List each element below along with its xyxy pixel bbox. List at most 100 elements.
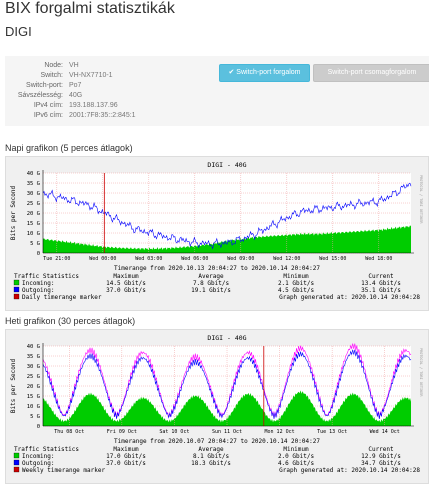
y-tick-label: 5 G: [30, 241, 40, 247]
y-tick-label: 10 G: [27, 231, 40, 237]
x-tick-label: Wed 18:00: [365, 256, 392, 262]
switch-port-packet-label: Switch-port csomagforgalom: [327, 69, 417, 76]
col-current: Current: [368, 446, 394, 453]
y-tick-label: 0: [37, 251, 40, 257]
info-label: Node:: [44, 62, 63, 69]
y-axis-label: Bits per Second: [10, 359, 17, 414]
outgoing-max: 37.0 Gbit/s: [106, 287, 146, 294]
side-label: PROTOCOL / TOBI OETIKER: [419, 348, 423, 397]
daily-graph-svg: DIGI - 40G Bits per Second PROTOCOL / TOBI…: [10, 161, 423, 301]
incoming-cur: 12.9 Gbit/s: [361, 453, 401, 460]
info-value: VH-NX7710-1: [69, 72, 113, 79]
info-label: Sávszélesség:: [17, 92, 63, 99]
y-tick-label: 20 G: [27, 211, 40, 217]
timerange-text: Timerange from 2020.10.07 20:04:27 to 20…: [114, 438, 320, 445]
outgoing-legend-swatch: [13, 459, 20, 466]
incoming-max: 14.5 Gbit/s: [106, 280, 146, 287]
outgoing-max: 37.0 Gbit/s: [106, 460, 146, 467]
y-tick-label: 15 G: [27, 221, 40, 227]
info-label: Switch:: [40, 72, 63, 79]
marker-legend-swatch: [13, 293, 20, 300]
outgoing-avg: 18.3 Gbit/s: [191, 460, 231, 467]
switch-port-traffic-label: Switch-port forgalom: [236, 69, 301, 76]
daily-graph: DIGI - 40G Bits per Second PROTOCOL / TOBI…: [5, 156, 429, 311]
graph-title: DIGI - 40G: [207, 334, 246, 342]
x-tick-label: Wed 14 Oct: [370, 429, 400, 435]
info-panel: Node: VH Switch: VH-NX7710-1 Switch-port: Po7…: [5, 56, 429, 126]
col-average: Average: [198, 446, 224, 453]
col-maximum: Maximum: [113, 446, 139, 453]
y-tick-label: 30 G: [27, 191, 40, 197]
x-tick-label: Sun 11 Oct: [212, 429, 242, 435]
generated-text: Graph generated at: 2020.10.14 20:04:28: [279, 294, 420, 301]
outgoing-legend-swatch: [13, 286, 20, 293]
y-tick-label: 25 G: [27, 201, 40, 207]
outgoing-min: 4.5 Gbit/s: [278, 287, 315, 294]
x-tick-label: Tue 13 Oct: [317, 429, 347, 435]
x-tick-label: Wed 06:00: [181, 256, 208, 262]
x-tick-label: Wed 00:00: [89, 256, 116, 262]
y-tick-label: 0: [37, 424, 40, 430]
col-current: Current: [368, 273, 394, 280]
incoming-max: 17.0 Gbit/s: [106, 453, 146, 460]
info-value: 2001:7F8:35::2:845:1: [69, 112, 136, 119]
y-tick-label: 5 G: [30, 414, 40, 420]
col-minimum: Minimum: [283, 446, 309, 453]
y-tick-label: 15 G: [27, 394, 40, 400]
col-minimum: Minimum: [283, 273, 309, 280]
outgoing-cur: 34.7 Gbit/s: [361, 460, 401, 467]
generated-text: Graph generated at: 2020.10.14 20:04:28: [279, 467, 420, 474]
outgoing-max-line: [42, 343, 412, 419]
info-value: 40G: [69, 92, 83, 99]
y-tick-label: 35 G: [27, 354, 40, 360]
stats-title: Traffic Statistics: [14, 446, 79, 453]
page-title: BIX forgalmi statisztikák: [5, 0, 175, 17]
incoming-legend-swatch: [13, 452, 20, 459]
outgoing-line: [42, 349, 412, 419]
x-tick-label: Tue 21:00: [43, 256, 70, 262]
weekly-section-title: Heti grafikon (30 perces átlagok): [5, 316, 136, 326]
outgoing-cur: 35.1 Gbit/s: [361, 287, 401, 294]
col-average: Average: [198, 273, 224, 280]
y-tick-label: 25 G: [27, 374, 40, 380]
timerange-text: Timerange from 2020.10.13 20:04:27 to 20…: [114, 265, 320, 272]
incoming-label: Incoming:: [22, 453, 55, 460]
switch-port-traffic-button[interactable]: ✔ Switch-port forgalom: [219, 64, 310, 82]
incoming-legend-swatch: [13, 279, 20, 286]
outgoing-label: Outgoing:: [22, 287, 55, 294]
weekly-graph: DIGI - 40G Bits per Second PROTOCOL / TOBI…: [5, 329, 429, 484]
side-label: PROTOCOL / TOBI OETIKER: [419, 175, 423, 224]
weekly-graph-svg: DIGI - 40G Bits per Second PROTOCOL / TOBI…: [10, 334, 423, 474]
y-tick-label: 35 G: [27, 181, 40, 187]
x-tick-label: Wed 15:00: [319, 256, 346, 262]
outgoing-avg: 19.1 Gbit/s: [191, 287, 231, 294]
incoming-avg: 7.8 Gbit/s: [193, 280, 230, 287]
info-label: IPv4 cím:: [33, 102, 63, 109]
x-tick-label: Mon 12 Oct: [265, 429, 295, 435]
x-tick-label: Wed 09:00: [227, 256, 254, 262]
incoming-cur: 13.4 Gbit/s: [361, 280, 401, 287]
y-tick-label: 30 G: [27, 364, 40, 370]
graph-title: DIGI - 40G: [207, 161, 246, 169]
marker-label: Weekly timerange marker: [22, 467, 105, 474]
info-value: VH: [69, 62, 79, 69]
info-value: Po7: [69, 82, 82, 89]
page-subtitle: DIGI: [5, 24, 32, 39]
incoming-avg: 8.1 Gbit/s: [193, 453, 230, 460]
y-tick-label: 40 G: [27, 171, 40, 177]
info-label: Switch-port:: [26, 82, 63, 89]
col-maximum: Maximum: [113, 273, 139, 280]
marker-label: Daily timerange marker: [22, 294, 102, 301]
x-tick-label: Wed 12:00: [273, 256, 300, 262]
outgoing-label: Outgoing:: [22, 460, 55, 467]
incoming-min: 2.0 Gbit/s: [278, 453, 315, 460]
incoming-area: [43, 225, 411, 253]
info-value: 193.188.137.96: [69, 102, 118, 109]
outgoing-min: 4.6 Gbit/s: [278, 460, 315, 467]
y-axis-label: Bits per Second: [10, 186, 17, 241]
x-tick-label: Wed 03:00: [135, 256, 162, 262]
incoming-area: [43, 390, 411, 426]
x-tick-label: Thu 08 Oct: [54, 429, 84, 435]
switch-port-packet-button[interactable]: Switch-port csomagforgalom: [313, 64, 429, 82]
incoming-label: Incoming:: [22, 280, 55, 287]
